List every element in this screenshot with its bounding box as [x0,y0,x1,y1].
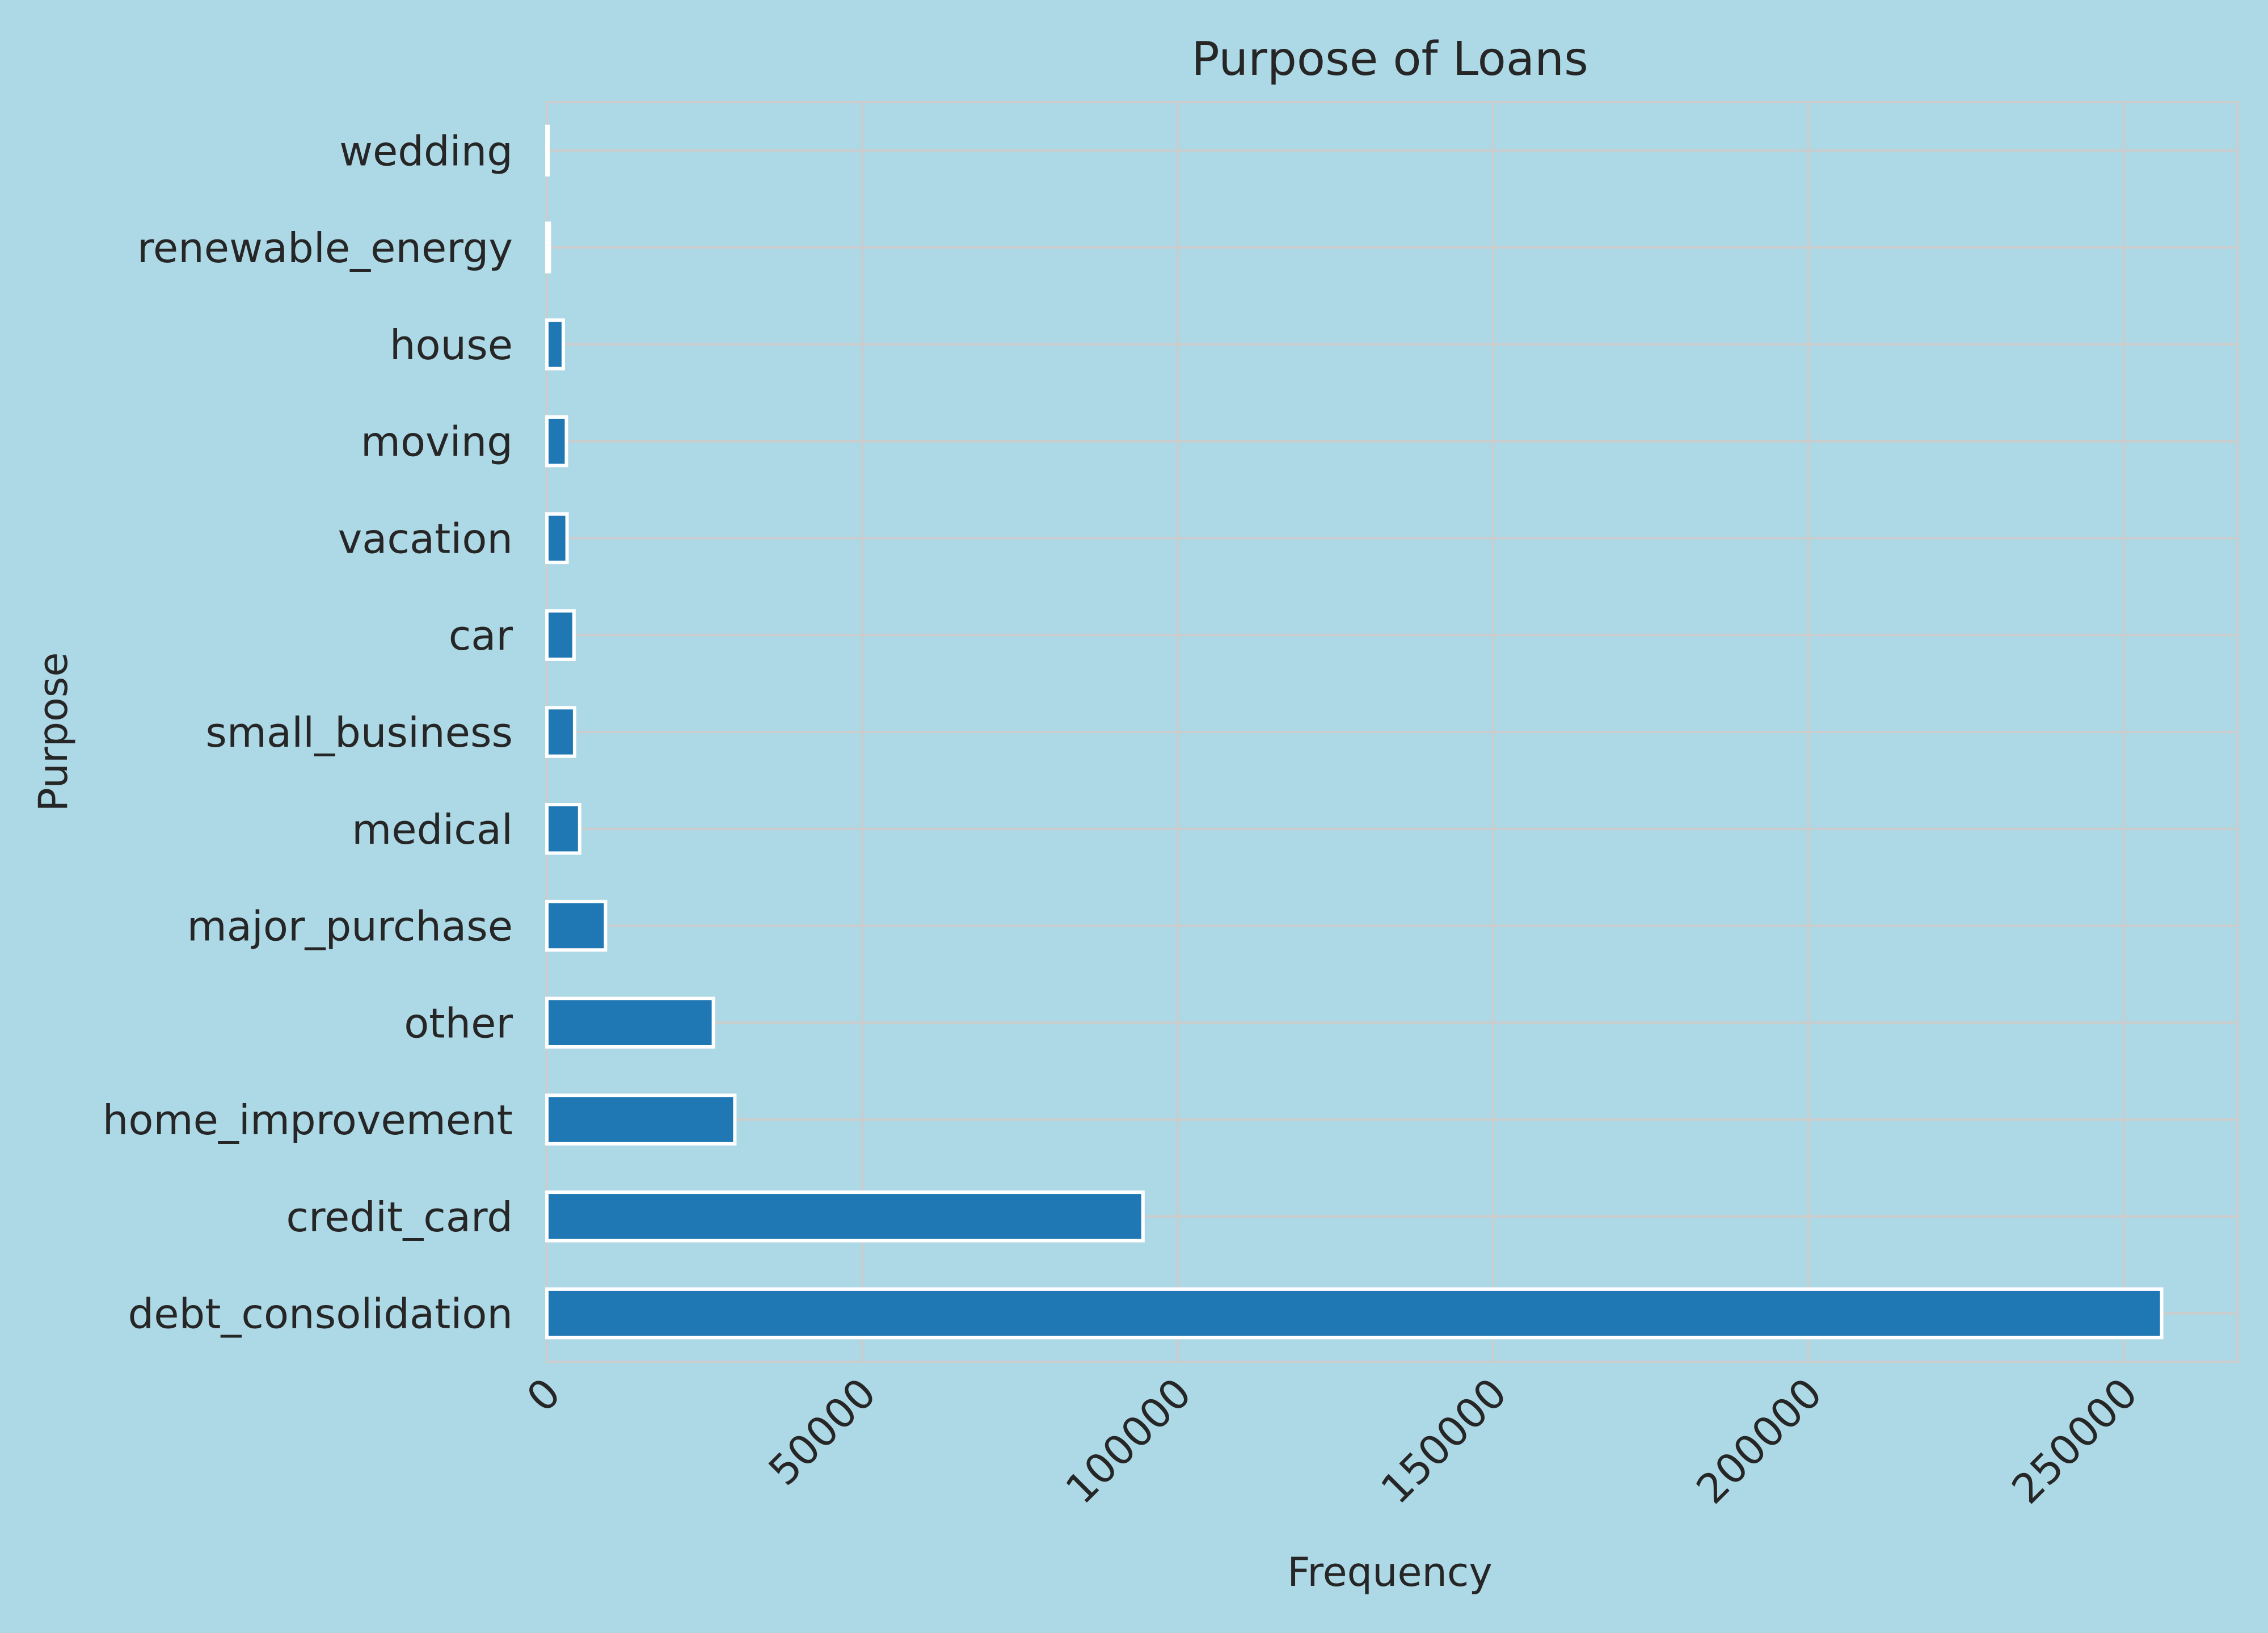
bar-wedding [545,124,550,177]
y-tick-label: home_improvement [103,1096,513,1144]
bar-vacation [545,512,569,565]
y-axis-label: Purpose [30,653,77,812]
bar-layer [545,124,2164,1340]
bar-small-business [545,706,576,758]
y-tick-label: credit_card [286,1193,513,1241]
y-tick-label: debt_consolidation [128,1290,513,1338]
y-tick-label: car [449,612,513,659]
y-tick-label: medical [352,806,513,853]
bar-debt-consolidation [545,1287,2164,1340]
y-tick-label: major_purchase [187,903,513,950]
y-tick-label: small_business [205,709,513,756]
bar-home-improvement [545,1093,737,1146]
x-axis-label: Frequency [1287,1549,1493,1596]
bar-credit-card [545,1190,1145,1243]
chart-title: Purpose of Loans [1191,32,1588,86]
bar-medical [545,803,581,855]
bar-renewable-energy [545,221,551,273]
bar-car [545,609,576,661]
bar-other [545,996,715,1049]
bar-major-purchase [545,899,608,952]
y-tick-label: wedding [339,127,513,175]
bar-house [545,318,565,371]
y-tick-label: house [390,321,513,369]
y-tick-label: renewable_energy [137,224,513,272]
y-tick-label: moving [361,418,513,466]
y-tick-label: other [404,999,513,1047]
bar-moving [545,415,568,468]
y-tick-label: vacation [338,515,513,562]
y-tick-labels: debt_consolidation credit_card home_improv… [103,127,513,1337]
